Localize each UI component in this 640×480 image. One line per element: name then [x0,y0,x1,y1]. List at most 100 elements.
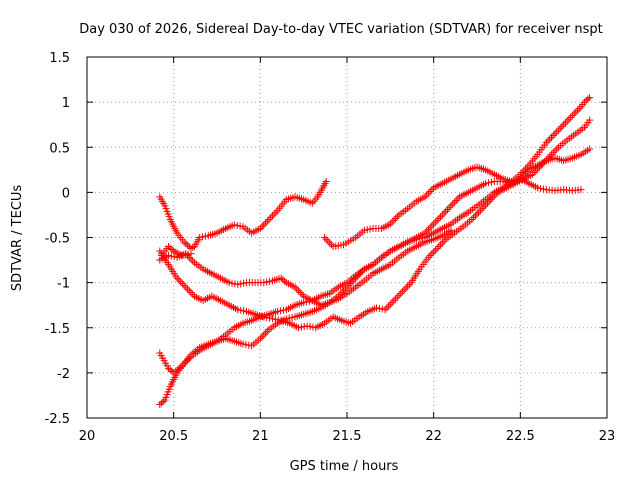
data-point [398,288,406,296]
data-point [196,234,204,241]
data-point [266,277,274,285]
y-tick-label: -0.5 [45,232,70,247]
data-point [288,314,296,322]
data-point [285,314,293,322]
data-point [546,135,554,143]
y-tick-labels: -2.5 -2 -1.5 -1 -0.5 0 0.5 1 1.5 [45,51,70,427]
data-point [184,241,192,249]
data-point [366,225,374,233]
grid-lines [87,57,607,418]
data-point [539,159,547,167]
data-point [386,300,394,308]
data-point [294,324,302,332]
data-point [360,226,368,234]
data-point [516,170,524,178]
data-point [574,106,582,114]
data-point [281,277,289,285]
data-point [400,286,408,294]
data-point [189,257,197,265]
data-point [263,217,271,225]
data-point [567,113,575,121]
data-point [447,226,455,234]
data-point [542,139,550,147]
data-point [242,341,250,349]
data-point [201,232,209,240]
data-point [431,218,439,226]
data-point [548,133,556,141]
x-tick-label: 20.5 [159,429,188,444]
data-point [320,234,328,241]
data-point [433,244,441,252]
data-point [178,252,186,260]
data-point [426,224,434,232]
series-track-6 [156,226,455,377]
data-point [375,304,383,312]
data-point [546,152,554,160]
data-point [437,213,445,221]
data-point [424,225,432,233]
data-point [393,213,401,221]
data-point [300,298,308,306]
data-point [450,198,458,206]
data-point [528,170,536,178]
data-point [437,241,445,249]
y-tick-label: 1.5 [49,51,70,66]
data-point [322,235,330,243]
data-point [553,145,561,153]
data-point [392,295,400,303]
data-point [428,250,436,258]
data-point [386,220,394,228]
data-point [421,193,429,201]
data-point [293,285,301,293]
data-point [447,202,455,210]
data-point [586,94,594,102]
data-point [185,253,193,261]
data-point [164,364,172,372]
y-tick-label: 1 [62,96,70,111]
data-point [435,243,443,251]
data-point [438,239,446,247]
data-point [225,279,233,287]
data-point [324,237,332,245]
data-point [404,282,412,290]
data-point [245,341,253,349]
series-track-5 [156,94,594,408]
data-point [158,399,166,407]
data-point [537,161,545,169]
data-point [438,211,446,219]
data-point [476,206,484,214]
data-point [181,251,189,259]
data-point [433,216,441,224]
data-point [534,165,542,173]
data-point [584,95,592,103]
data-point [548,150,556,158]
data-point [189,290,197,298]
data-point [279,306,287,314]
data-point [530,169,538,177]
axis-ticks [86,56,608,419]
x-tick-label: 22.5 [506,429,535,444]
data-point [272,208,280,216]
data-point [485,179,493,187]
data-point [534,184,542,192]
data-point [306,323,314,331]
data-point [405,280,413,288]
y-tick-label: 0.5 [49,141,70,156]
data-point [303,298,311,306]
data-point [291,283,299,291]
data-point [551,147,559,155]
data-point [586,145,594,153]
data-point [442,207,450,215]
data-point [294,287,302,295]
data-point [412,235,420,243]
data-point [454,195,462,203]
series-track-1 [156,178,330,252]
y-axis-label: SDTVAR / TECUs [10,185,25,292]
data-point [523,163,531,171]
data-point [544,137,552,145]
data-point [237,306,245,314]
data-point [482,179,490,187]
data-point [499,178,507,186]
data-point [256,224,264,232]
x-tick-labels: 20 20.5 21 21.5 22 22.5 23 [79,429,616,444]
